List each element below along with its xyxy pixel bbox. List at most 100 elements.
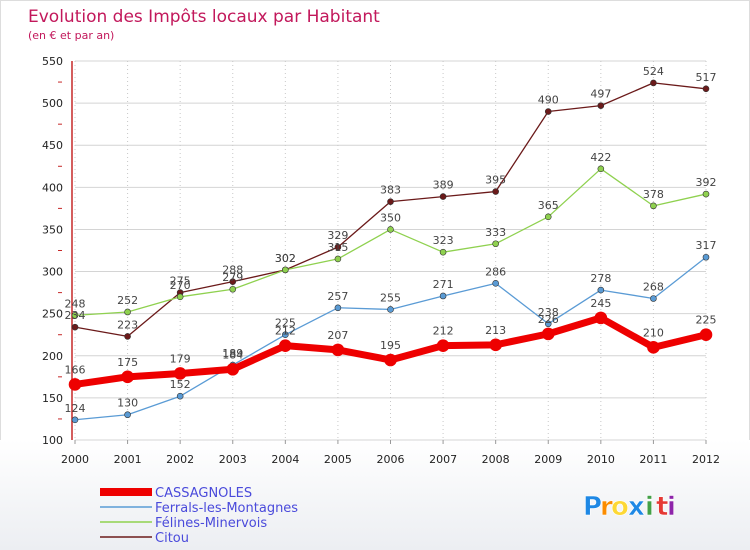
data-label: 179 bbox=[170, 352, 191, 365]
x-tick-label: 2000 bbox=[61, 453, 89, 466]
data-point bbox=[124, 308, 131, 316]
data-point bbox=[176, 293, 184, 301]
y-tick-label: 150 bbox=[42, 392, 63, 405]
data-point bbox=[544, 213, 552, 221]
data-label: 226 bbox=[538, 313, 559, 326]
data-point bbox=[702, 190, 710, 198]
data-point bbox=[702, 253, 710, 261]
data-point bbox=[436, 339, 450, 352]
data-label: 395 bbox=[485, 174, 506, 187]
y-tick-label: 350 bbox=[42, 223, 63, 236]
y-tick-label: 100 bbox=[42, 434, 63, 447]
x-tick-label: 2002 bbox=[166, 453, 194, 466]
data-label: 497 bbox=[590, 88, 611, 101]
data-label: 248 bbox=[65, 297, 86, 310]
data-point bbox=[71, 416, 79, 424]
data-point bbox=[650, 79, 657, 87]
x-tick-label: 2005 bbox=[324, 453, 352, 466]
logo-letter: i bbox=[645, 492, 654, 522]
data-point bbox=[334, 255, 342, 263]
data-point bbox=[282, 266, 289, 274]
data-label: 329 bbox=[327, 229, 348, 242]
data-point bbox=[597, 165, 605, 173]
x-tick-label: 2006 bbox=[377, 453, 405, 466]
data-label: 317 bbox=[696, 239, 717, 252]
data-label: 422 bbox=[590, 151, 611, 164]
data-label: 323 bbox=[433, 234, 454, 247]
data-label: 490 bbox=[538, 94, 559, 107]
y-tick-label: 200 bbox=[42, 350, 63, 363]
logo-letter: r bbox=[600, 492, 613, 522]
data-point bbox=[439, 292, 447, 300]
data-label: 271 bbox=[433, 278, 454, 291]
legend-label: Citou bbox=[155, 531, 189, 546]
data-point bbox=[226, 362, 240, 376]
x-tick-label: 2003 bbox=[219, 453, 247, 466]
data-point bbox=[492, 280, 499, 287]
data-point bbox=[124, 333, 131, 340]
y-tick-label: 300 bbox=[42, 266, 63, 279]
data-label: 223 bbox=[117, 318, 138, 331]
data-point bbox=[597, 102, 605, 109]
data-point bbox=[173, 367, 187, 380]
data-point bbox=[594, 311, 608, 325]
data-label: 315 bbox=[327, 241, 348, 254]
data-point bbox=[229, 278, 237, 285]
logo-letter: t bbox=[656, 492, 668, 522]
data-label: 255 bbox=[380, 291, 401, 304]
data-point bbox=[544, 108, 552, 115]
data-label: 350 bbox=[380, 211, 401, 224]
data-point bbox=[334, 304, 342, 312]
data-label: 275 bbox=[170, 275, 191, 288]
data-label: 207 bbox=[327, 329, 348, 342]
series-lines bbox=[68, 79, 713, 424]
data-point bbox=[387, 226, 394, 233]
data-label: 517 bbox=[696, 71, 717, 84]
x-tick-label: 2001 bbox=[114, 453, 142, 466]
logo-letter: i bbox=[667, 492, 676, 522]
legend-label: Ferrals-les-Montagnes bbox=[155, 501, 298, 516]
data-point bbox=[282, 331, 289, 339]
data-label: 166 bbox=[65, 363, 86, 376]
data-label: 252 bbox=[117, 294, 138, 307]
data-label: 268 bbox=[643, 281, 664, 294]
data-label: 189 bbox=[222, 347, 243, 360]
axes: 100 150 200 250 300 350 400 450 500 550 2000 2001 20… bbox=[42, 55, 720, 466]
x-tick-label: 2012 bbox=[692, 453, 720, 466]
data-label: 524 bbox=[643, 65, 664, 78]
data-label: 279 bbox=[222, 271, 243, 284]
data-label: 225 bbox=[275, 317, 296, 330]
legend: CASSAGNOLESFerrals-les-MontagnesFélines-… bbox=[100, 486, 298, 546]
data-label: 124 bbox=[65, 402, 86, 415]
data-label: 152 bbox=[170, 378, 191, 391]
data-point bbox=[439, 248, 447, 256]
data-label: 270 bbox=[170, 279, 191, 292]
x-tick-label: 2010 bbox=[587, 453, 615, 466]
data-label: 184 bbox=[222, 348, 243, 361]
data-label: 365 bbox=[538, 199, 559, 212]
data-point bbox=[702, 85, 710, 93]
data-label: 257 bbox=[327, 290, 348, 303]
data-point bbox=[387, 306, 394, 313]
data-label: 212 bbox=[433, 325, 454, 338]
x-tick-label: 2007 bbox=[429, 453, 457, 466]
data-point bbox=[229, 285, 237, 293]
logo-letter: P bbox=[583, 492, 602, 522]
legend-label: CASSAGNOLES bbox=[155, 486, 252, 501]
chart-subtitle: (en € et par an) bbox=[28, 29, 114, 42]
logo-letter: x bbox=[628, 492, 645, 522]
logo-letter: o bbox=[611, 492, 629, 522]
chart-title: Evolution des Impôts locaux par Habitant bbox=[28, 7, 380, 27]
data-point bbox=[544, 320, 552, 328]
data-label: 245 bbox=[590, 297, 611, 310]
data-point bbox=[68, 378, 82, 391]
data-label: 210 bbox=[643, 326, 664, 339]
data-label: 234 bbox=[65, 309, 86, 322]
data-label: 213 bbox=[485, 324, 506, 337]
x-tick-label: 2004 bbox=[271, 453, 299, 466]
data-point bbox=[387, 198, 394, 205]
data-point bbox=[650, 295, 657, 302]
data-point bbox=[650, 202, 657, 210]
y-tick-label: 250 bbox=[42, 308, 63, 321]
